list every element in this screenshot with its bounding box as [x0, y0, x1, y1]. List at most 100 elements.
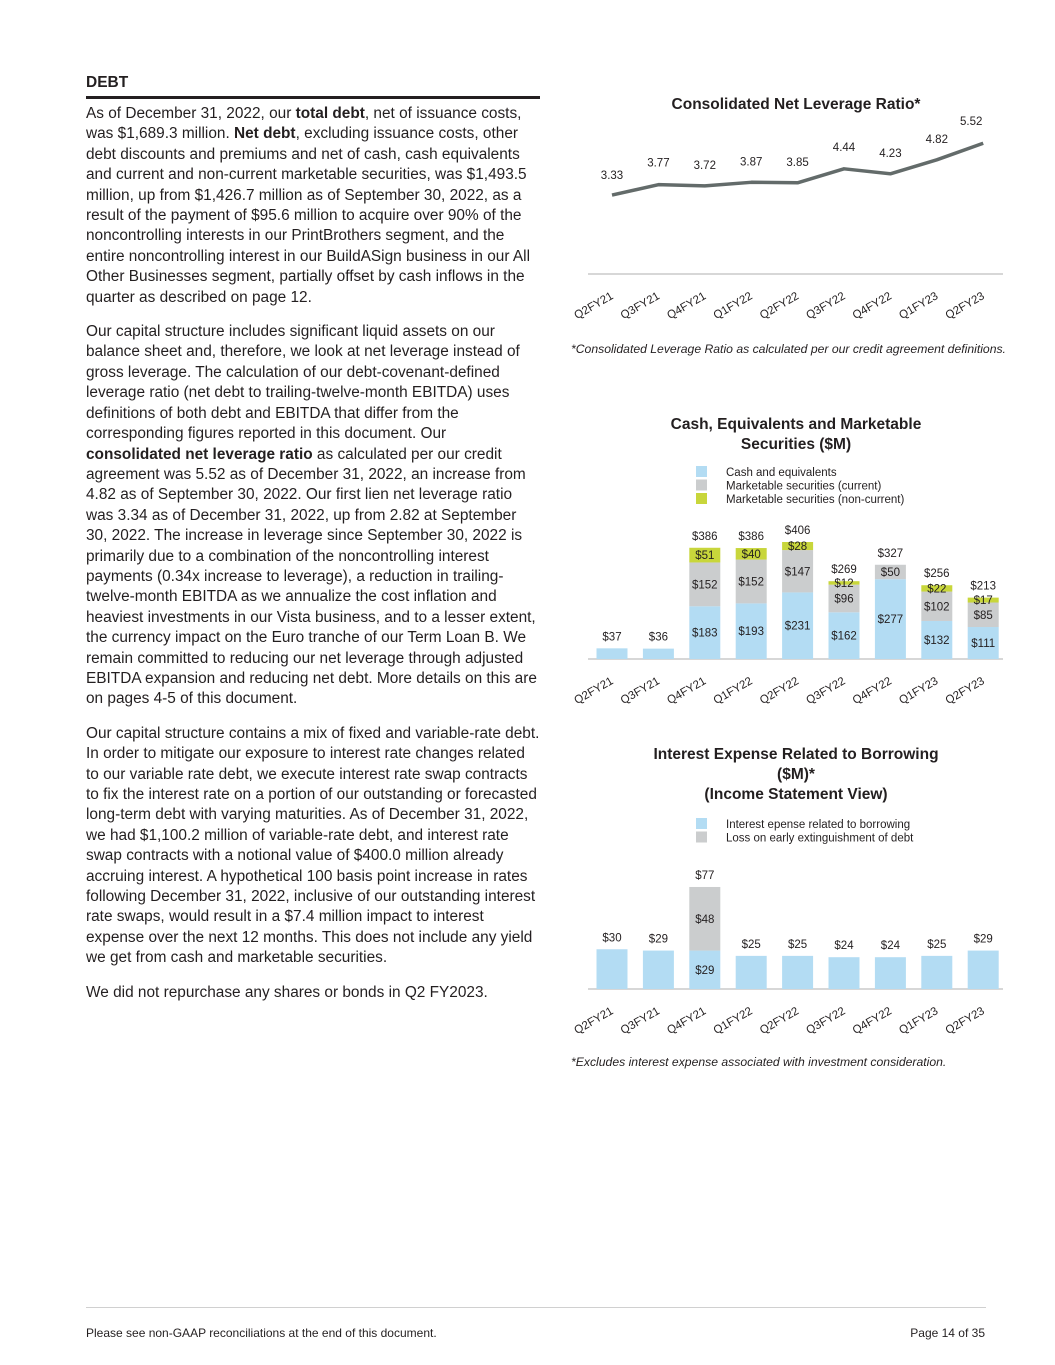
x-tick-label: Q1FY23 [897, 290, 940, 322]
bar-segment [967, 950, 999, 989]
bar-segment [967, 627, 999, 659]
leverage-footnote: *Consolidated Leverage Ratio as calculat… [571, 342, 1006, 356]
leverage-ratio-chart: Consolidated Net Leverage Ratio* 3.33 3.77… [560, 92, 1010, 322]
x-tick-label: Q2FY23 [944, 675, 987, 707]
segment-label: $17 [974, 595, 993, 607]
x-tick-label: Q3FY22 [804, 290, 847, 322]
x-tick-label: Q2FY21 [572, 675, 615, 707]
bar-segment [689, 606, 721, 659]
total-label: $77 [695, 870, 714, 882]
bar-segment [689, 547, 721, 563]
chart-title: ($M)* [777, 766, 816, 783]
legend-label: Marketable securities (current) [726, 481, 881, 493]
leverage-ratio-svg: Consolidated Net Leverage Ratio* 3.33 3.77… [572, 96, 1003, 322]
data-label: 3.77 [647, 158, 669, 170]
chart-title: Interest Expense Related to Borrowing [653, 746, 938, 763]
x-tick-label: Q3FY21 [619, 290, 662, 322]
bar-segment [689, 562, 721, 607]
text-run: Our capital structure contains a mix of … [86, 724, 540, 967]
total-label: $327 [878, 548, 904, 560]
leverage-line [611, 141, 984, 197]
x-tick-label: Q2FY23 [944, 1005, 987, 1037]
total-label: $29 [974, 934, 993, 946]
total-label: $406 [785, 525, 811, 537]
x-tick-label: Q4FY21 [665, 290, 708, 322]
legend-label: Marketable securities (non-current) [726, 494, 904, 506]
bar-segment [828, 584, 860, 613]
legend-swatch [696, 479, 707, 491]
legend-label: Cash and equivalents [726, 467, 837, 479]
segment-label: $277 [878, 614, 904, 626]
segment-label: $29 [695, 965, 714, 977]
bar-segment [689, 886, 721, 951]
chart-title: Cash, Equivalents and Marketable [671, 416, 922, 433]
debt-paragraphs: As of December 31, 2022, our total debt,… [86, 104, 540, 1003]
bar-segment [642, 648, 674, 659]
bar-segment [642, 950, 674, 989]
x-tick-label: Q2FY22 [758, 675, 801, 707]
total-label: $29 [649, 934, 668, 946]
total-label: $25 [742, 939, 761, 951]
total-label: $24 [881, 940, 901, 952]
segment-label: $152 [692, 579, 718, 591]
total-label: $24 [834, 940, 854, 952]
interest-expense-chart: Interest Expense Related to Borrowing ($M… [560, 743, 1010, 1037]
segment-label: $85 [974, 610, 993, 622]
x-tick-label: Q2FY22 [758, 1005, 801, 1037]
text-run: Our capital structure includes significa… [86, 323, 520, 443]
bar-segment [874, 957, 906, 989]
bar-segment [967, 602, 999, 628]
bar-segment [735, 955, 767, 989]
bar-segment [735, 603, 767, 659]
paragraph-3: Our capital structure contains a mix of … [86, 724, 540, 969]
x-tick-label: Q2FY21 [572, 290, 615, 322]
interest-footnote: *Excludes interest expense associated wi… [571, 1055, 947, 1069]
x-tick-label: Q1FY23 [897, 675, 940, 707]
segment-label: $147 [785, 566, 811, 578]
bar-segment [921, 955, 953, 989]
segment-label: $22 [927, 583, 946, 595]
total-label: $213 [970, 581, 996, 593]
bold-term: Net debt [234, 125, 296, 143]
bar-segment [874, 579, 906, 659]
x-tick-label: Q3FY22 [804, 675, 847, 707]
total-label: $386 [692, 531, 718, 543]
segment-label: $193 [738, 626, 764, 638]
data-label: 3.85 [786, 157, 808, 169]
segment-label: $183 [692, 628, 718, 640]
legend-label: Loss on early extinguishment of debt [726, 833, 914, 845]
bar-segment [782, 955, 814, 989]
bar-segment [921, 591, 953, 621]
total-label: $37 [602, 631, 621, 643]
bar-segment [921, 585, 953, 592]
segment-label: $28 [788, 541, 807, 553]
total-label: $25 [788, 939, 807, 951]
bar-segment [782, 550, 814, 593]
paragraph-4: We did not repurchase any shares or bond… [86, 983, 540, 1003]
bar-segment [828, 957, 860, 989]
cash-securities-chart: Cash, Equivalents and Marketable Securiti… [560, 412, 1010, 712]
chart-title: Consolidated Net Leverage Ratio* [672, 96, 922, 113]
segment-label: $231 [785, 621, 811, 633]
x-tick-label: Q4FY22 [851, 1005, 894, 1037]
x-tick-label: Q1FY22 [712, 675, 755, 707]
segment-label: $50 [881, 567, 900, 579]
x-tick-label: Q4FY21 [665, 675, 708, 707]
x-tick-label: Q3FY21 [619, 1005, 662, 1037]
bold-term: total debt [295, 105, 365, 122]
text-run: We did not repurchase any shares or bond… [86, 983, 488, 1001]
segment-label: $12 [834, 578, 853, 590]
bar-segment [874, 564, 906, 580]
x-tick-label: Q2FY21 [572, 1005, 615, 1037]
total-label: $256 [924, 568, 950, 580]
x-tick-label: Q2FY22 [758, 290, 801, 322]
segment-label: $152 [738, 576, 764, 588]
bar-segment [921, 620, 953, 659]
legend-swatch [696, 466, 707, 477]
x-tick-label: Q3FY22 [804, 1005, 847, 1037]
x-tick-label: Q1FY23 [897, 1005, 940, 1037]
x-tick-label: Q4FY21 [665, 1005, 708, 1037]
total-label: $386 [738, 531, 764, 543]
legend-label: Interest epense related to borrowing [726, 819, 910, 831]
bar-segment [596, 648, 628, 659]
